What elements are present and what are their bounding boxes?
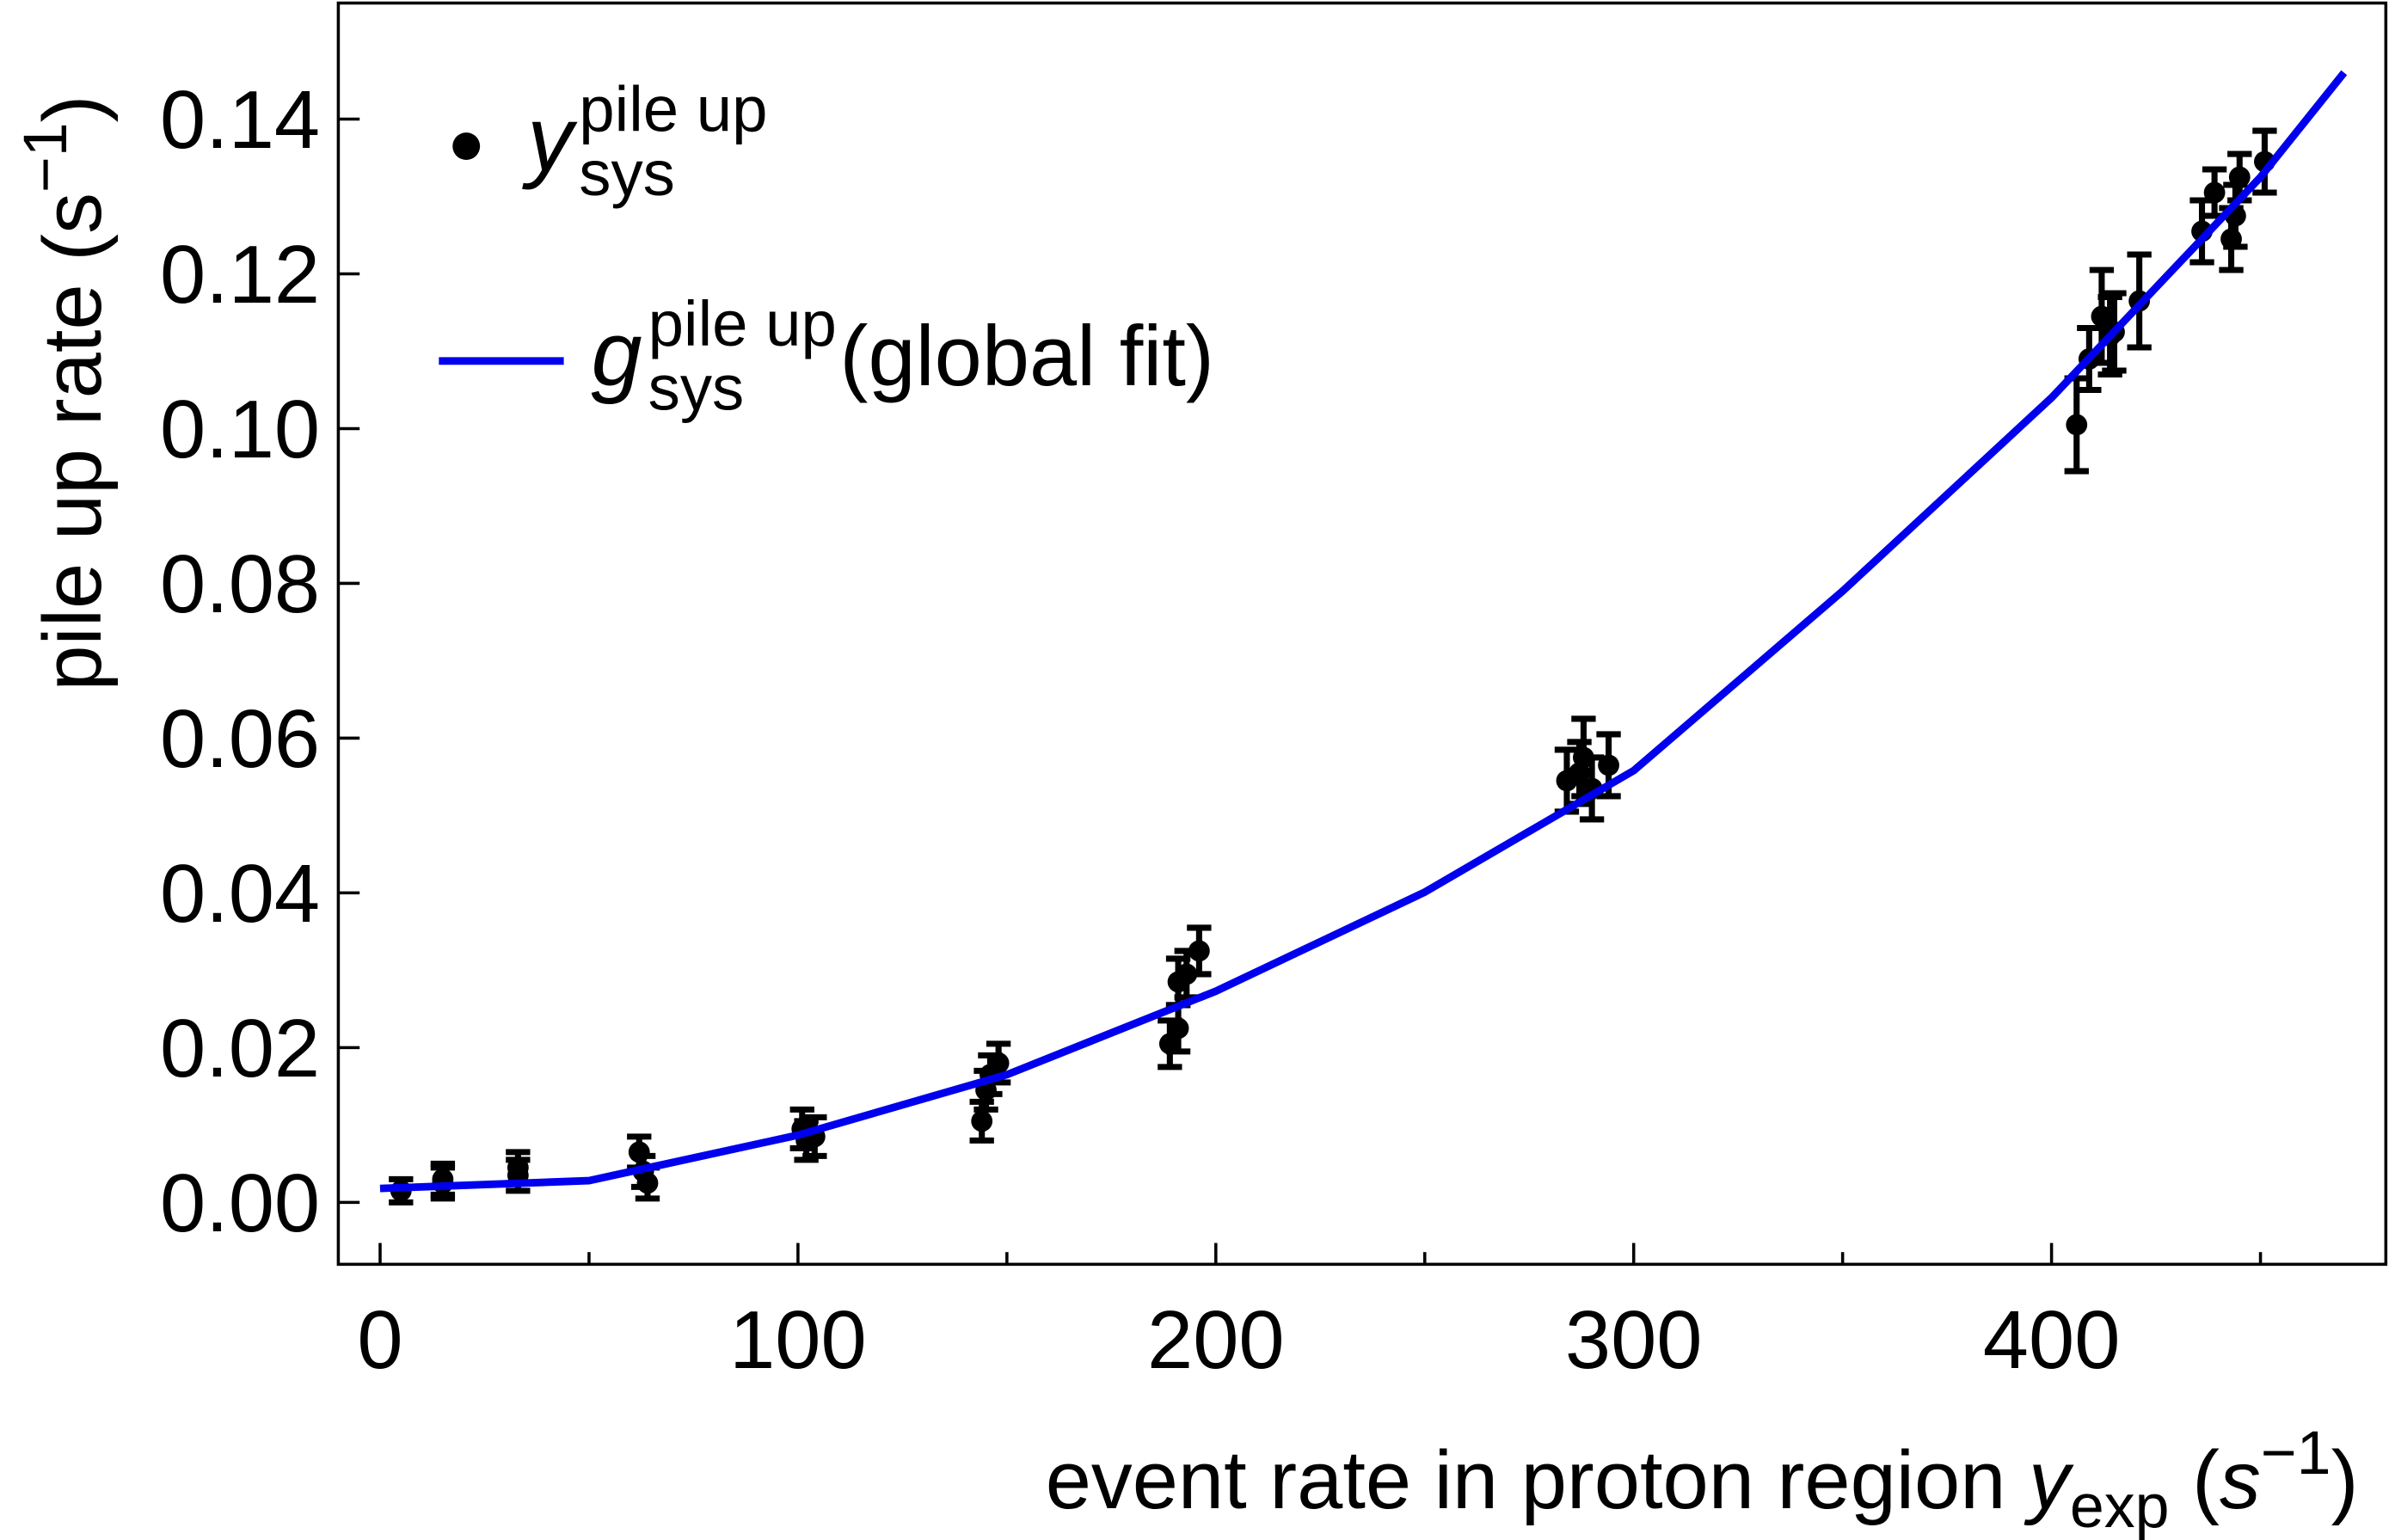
y-tick-label: 0.06	[160, 693, 320, 785]
x-axis-label-part: )	[2331, 1434, 2359, 1526]
y-axis-label: pile up rate (s−1)	[11, 95, 119, 690]
y-tick-label: 0.08	[160, 538, 320, 630]
y-tick-label: 0.14	[160, 74, 320, 166]
x-axis-label-part: event rate in proton region	[1046, 1434, 2029, 1526]
legend-sup: pile up	[579, 73, 767, 144]
x-tick-label: 400	[1983, 1294, 2121, 1386]
x-tick-label: 0	[357, 1294, 402, 1386]
y-tick-label: 0.10	[160, 383, 320, 475]
data-point	[2228, 166, 2251, 188]
data-point	[971, 1110, 993, 1132]
data-point	[1188, 940, 1210, 962]
legend-name: y	[521, 88, 578, 190]
legend-sub: sys	[579, 138, 675, 209]
data-point	[987, 1052, 1010, 1074]
fit-line	[379, 70, 2348, 1193]
plot-frame	[336, 1, 2388, 1267]
legend-name: g	[591, 303, 642, 405]
legend-suffix: (global fit)	[839, 309, 1214, 404]
x-tick-label: 300	[1565, 1294, 1703, 1386]
y-tick-label: 0.00	[160, 1157, 320, 1249]
y-axis-label-part: −1	[11, 122, 80, 193]
x-axis-label-part: exp	[2070, 1471, 2170, 1540]
data-point	[507, 1157, 529, 1179]
data-point	[628, 1141, 650, 1163]
data-point	[1176, 963, 1198, 985]
x-axis-label-part: s	[2220, 1434, 2261, 1526]
x-axis-label-part: −1	[2261, 1419, 2331, 1488]
y-tick-label: 0.02	[160, 1003, 320, 1095]
legend-sup: pile up	[648, 288, 837, 359]
data-point	[636, 1172, 659, 1194]
legend-marker	[452, 132, 481, 161]
legend-sub: sys	[648, 353, 745, 424]
x-axis-label-part: y	[2024, 1434, 2074, 1526]
x-tick-label: 100	[729, 1294, 867, 1386]
y-tick-label: 0.04	[160, 848, 320, 940]
data-point	[1167, 1017, 1189, 1040]
data-point	[1598, 754, 1619, 776]
x-axis-label: event rate in proton region yexp (s−1)	[1046, 1419, 2359, 1540]
y-axis-label-part: )	[27, 95, 119, 122]
x-axis-label-part: (	[2170, 1434, 2220, 1526]
x-tick-label: 200	[1147, 1294, 1285, 1386]
y-axis-label-part: pile up rate (s	[27, 193, 119, 691]
data-point	[2203, 181, 2226, 204]
y-tick-label: 0.12	[160, 229, 320, 321]
data-point	[2066, 414, 2088, 436]
